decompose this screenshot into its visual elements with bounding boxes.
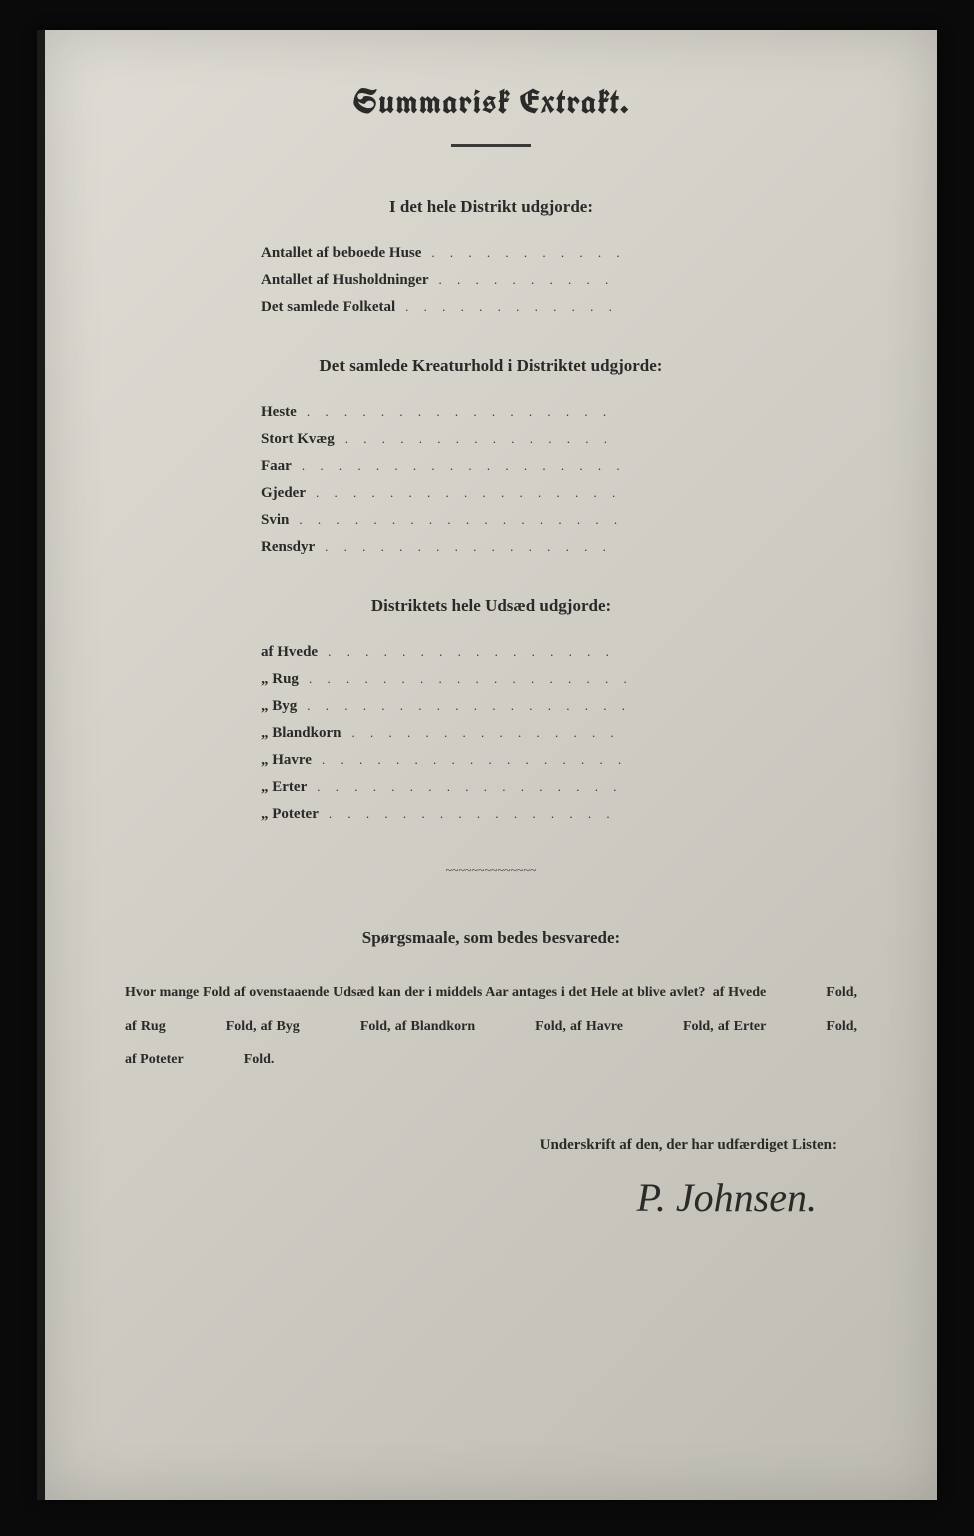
row-label: „ Havre	[261, 752, 312, 769]
leader-dots: . . . . . . . . . . . . . . . .	[318, 644, 701, 660]
leader-dots: . . . . . . . . . . . . . . . . .	[297, 404, 701, 420]
row-blandkorn: „ Blandkorn . . . . . . . . . . . . . . …	[261, 725, 721, 742]
leader-dots: . . . . . . . . . . . . . . . . .	[306, 485, 701, 501]
row-label: Antallet af beboede Huse	[261, 245, 421, 262]
row-label: Antallet af Husholdninger	[261, 272, 429, 289]
leader-dots: . . . . . . . . . . .	[421, 245, 701, 261]
q-item-havre-prefix: af Havre	[570, 1019, 623, 1034]
q-item-rug-prefix: af Rug	[125, 1019, 166, 1034]
leader-dots: . . . . . . . . . . . . . . .	[341, 725, 701, 741]
q-item-hvede-suffix: Fold,	[826, 985, 857, 1000]
q-item-poteter-prefix: af Poteter	[125, 1052, 184, 1067]
q-item-blandkorn-suffix: Fold,	[535, 1019, 566, 1034]
row-erter: „ Erter . . . . . . . . . . . . . . . . …	[261, 779, 721, 796]
leader-dots: . . . . . . . . . . . . . . . . .	[312, 752, 701, 768]
q-item-erter-suffix: Fold,	[826, 1019, 857, 1034]
q-item-havre-suffix: Fold,	[683, 1019, 714, 1034]
q-item-poteter-suffix: Fold.	[244, 1052, 275, 1067]
row-husholdninger: Antallet af Husholdninger . . . . . . . …	[261, 272, 721, 289]
leader-dots: . . . . . . . . . .	[429, 272, 701, 288]
leader-dots: . . . . . . . . . . . . . . . .	[319, 806, 701, 822]
question-intro: Hvor mange Fold af ovenstaaende Udsæd ka…	[125, 985, 705, 1000]
row-svin: Svin . . . . . . . . . . . . . . . . . .	[261, 512, 721, 529]
q-item-hvede-prefix: af Hvede	[713, 985, 766, 1000]
leader-dots: . . . . . . . . . . . . . . . . . .	[299, 671, 701, 687]
leader-dots: . . . . . . . . . . . . . . .	[335, 431, 701, 447]
section3-rows: af Hvede . . . . . . . . . . . . . . . .…	[261, 644, 721, 823]
row-byg: „ Byg . . . . . . . . . . . . . . . . . …	[261, 698, 721, 715]
title-rule	[451, 144, 531, 147]
row-label: „ Byg	[261, 698, 297, 715]
row-label: „ Blandkorn	[261, 725, 341, 742]
leader-dots: . . . . . . . . . . . . . . . . . .	[292, 458, 701, 474]
question-heading: Spørgsmaale, som bedes besvarede:	[105, 928, 877, 948]
row-hvede: af Hvede . . . . . . . . . . . . . . . .	[261, 644, 721, 661]
section3-heading: Distriktets hele Udsæd udgjorde:	[105, 596, 877, 616]
leader-dots: . . . . . . . . . . . . . . . . . .	[289, 512, 701, 528]
section2-heading: Det samlede Kreaturhold i Distriktet udg…	[105, 356, 877, 376]
row-label: „ Poteter	[261, 806, 319, 823]
row-label: „ Rug	[261, 671, 299, 688]
row-havre: „ Havre . . . . . . . . . . . . . . . . …	[261, 752, 721, 769]
leader-dots: . . . . . . . . . . . . . . . . . .	[297, 698, 701, 714]
row-rug: „ Rug . . . . . . . . . . . . . . . . . …	[261, 671, 721, 688]
row-beboede-huse: Antallet af beboede Huse . . . . . . . .…	[261, 245, 721, 262]
section2-rows: Heste . . . . . . . . . . . . . . . . . …	[261, 404, 721, 556]
q-item-erter-prefix: af Erter	[718, 1019, 766, 1034]
row-label: Stort Kvæg	[261, 431, 335, 448]
q-item-byg-suffix: Fold,	[360, 1019, 391, 1034]
row-label: Svin	[261, 512, 289, 529]
row-folketal: Det samlede Folketal . . . . . . . . . .…	[261, 299, 721, 316]
row-label: Det samlede Folketal	[261, 299, 395, 316]
document-page: Summarisk Extrakt. I det hele Distrikt u…	[37, 30, 937, 1500]
signature-name: P. Johnsen.	[105, 1174, 817, 1221]
leader-dots: . . . . . . . . . . . .	[395, 299, 701, 315]
row-label: Rensdyr	[261, 539, 315, 556]
row-label: „ Erter	[261, 779, 307, 796]
row-label: Gjeder	[261, 485, 306, 502]
page-title: Summarisk Extrakt.	[105, 80, 877, 124]
row-faar: Faar . . . . . . . . . . . . . . . . . .	[261, 458, 721, 475]
leader-dots: . . . . . . . . . . . . . . . .	[315, 539, 701, 555]
row-label: Faar	[261, 458, 292, 475]
q-item-blandkorn-prefix: af Blandkorn	[395, 1019, 475, 1034]
row-stort-kvaeg: Stort Kvæg . . . . . . . . . . . . . . .	[261, 431, 721, 448]
leader-dots: . . . . . . . . . . . . . . . . .	[307, 779, 701, 795]
section1-heading: I det hele Distrikt udgjorde:	[105, 197, 877, 217]
q-item-rug-suffix: Fold,	[226, 1019, 257, 1034]
row-label: af Hvede	[261, 644, 318, 661]
wavy-rule: ~~~~~~~~~~~~~~	[436, 863, 546, 878]
signature-label: Underskrift af den, der har udfærdiget L…	[105, 1137, 837, 1154]
row-rensdyr: Rensdyr . . . . . . . . . . . . . . . .	[261, 539, 721, 556]
row-label: Heste	[261, 404, 297, 421]
question-body: Hvor mange Fold af ovenstaaende Udsæd ka…	[125, 976, 857, 1077]
row-poteter: „ Poteter . . . . . . . . . . . . . . . …	[261, 806, 721, 823]
section1-rows: Antallet af beboede Huse . . . . . . . .…	[261, 245, 721, 316]
row-gjeder: Gjeder . . . . . . . . . . . . . . . . .	[261, 485, 721, 502]
row-heste: Heste . . . . . . . . . . . . . . . . .	[261, 404, 721, 421]
q-item-byg-prefix: af Byg	[261, 1019, 300, 1034]
